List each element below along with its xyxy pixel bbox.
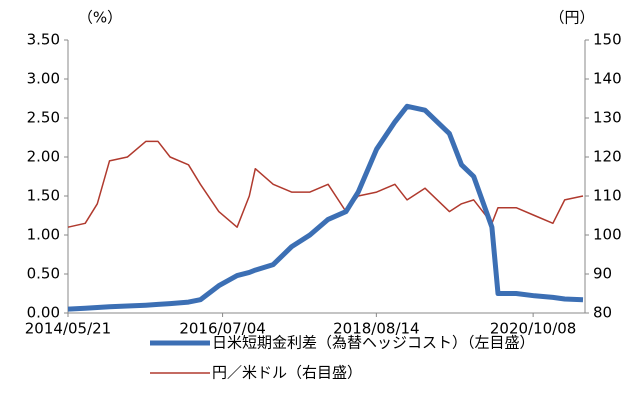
y-tick-label: 0.00: [27, 304, 60, 322]
y2-tick-label: 100: [593, 226, 622, 244]
data-line: [67, 140, 584, 228]
y2-tick-label: 150: [593, 31, 622, 49]
y-tick-label: 3.00: [27, 70, 60, 88]
y2-tick-label: 90: [593, 265, 612, 283]
x-tick-label: 2018/08/14: [333, 320, 419, 338]
y2-tick-label: 140: [593, 70, 622, 88]
y-tick-label: 2.50: [27, 109, 60, 127]
x-tick-label: 2014/05/21: [25, 320, 111, 338]
y-tick-label: 1.00: [27, 226, 60, 244]
y-tick-label: 0.50: [27, 265, 60, 283]
y2-tick-label: 110: [593, 187, 622, 205]
data-line: [67, 103, 584, 312]
y-tick-label: 2.00: [27, 148, 60, 166]
y-axis-title: （%）: [78, 9, 122, 27]
y-tick-label: 3.50: [27, 31, 60, 49]
y2-tick-label: 130: [593, 109, 622, 127]
x-tick-label: 2020/10/08: [490, 320, 576, 338]
y2-axis-title: （円）: [549, 9, 594, 27]
legend-label: 円／米ドル（右目盛）: [212, 364, 362, 382]
y2-tick-label: 80: [593, 304, 612, 322]
legend-label: 日米短期金利差（為替ヘッジコスト）（左目盛）: [212, 334, 535, 352]
y-tick-label: 1.50: [27, 187, 60, 205]
x-tick-label: 2016/07/04: [179, 320, 265, 338]
y2-tick-label: 120: [593, 148, 622, 166]
